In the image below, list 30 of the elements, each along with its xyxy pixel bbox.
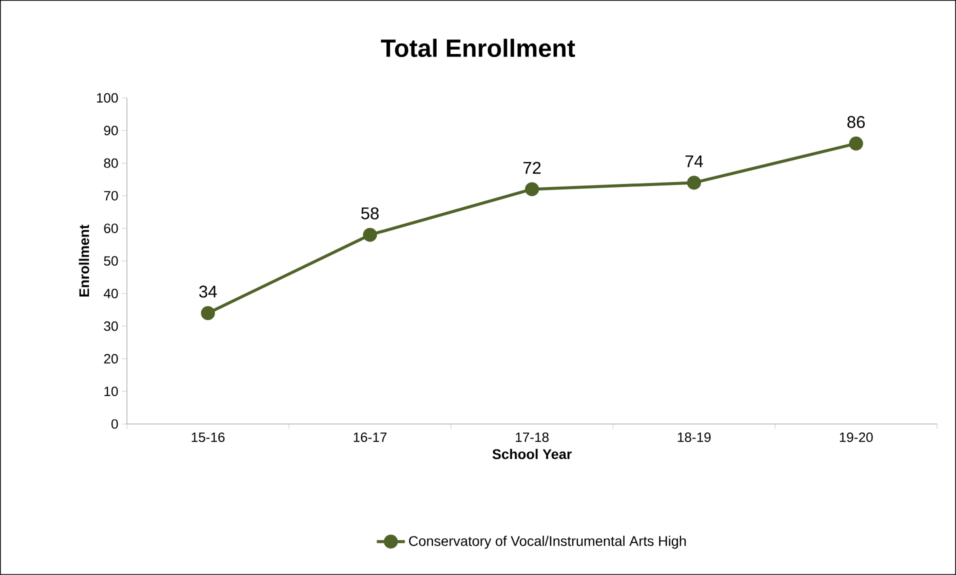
y-tick-label: 40 (104, 288, 118, 298)
point (362, 228, 377, 242)
y-tick-label: 100 (97, 93, 118, 103)
chart-title: Total Enrollment (380, 38, 576, 58)
data-label: 86 (847, 116, 865, 128)
y-tick-label: 60 (104, 224, 118, 234)
x-axis-title: School Year (492, 448, 572, 460)
point (200, 306, 215, 320)
x-tick-label: 15-16 (192, 432, 225, 442)
y-tick-label: 70 (104, 191, 118, 201)
point (849, 136, 864, 151)
y-tick-label: 50 (104, 256, 118, 266)
y-tick-label: 10 (104, 386, 118, 396)
point (525, 182, 540, 196)
y-tick-label: 30 (104, 321, 118, 331)
x-tick-label: 17-18 (516, 432, 549, 442)
x-tick-label: 18-19 (678, 432, 711, 442)
y-axis-title: Enrollment (78, 224, 90, 296)
point (687, 176, 702, 190)
y-tick-label: 90 (104, 126, 118, 136)
data-label: 72 (523, 162, 541, 174)
data-label: 34 (199, 286, 217, 298)
legend-label: Conservatory of Vocal/Instrumental Arts High (409, 536, 686, 549)
data-label: 58 (361, 207, 379, 220)
y-tick-label: 0 (111, 419, 118, 429)
y-tick-label: 80 (104, 158, 118, 168)
data-label: 74 (686, 156, 703, 168)
x-tick-label: 16-17 (354, 432, 387, 442)
y-tick-label: 20 (104, 354, 118, 364)
x-tick-label: 19-20 (840, 432, 873, 442)
